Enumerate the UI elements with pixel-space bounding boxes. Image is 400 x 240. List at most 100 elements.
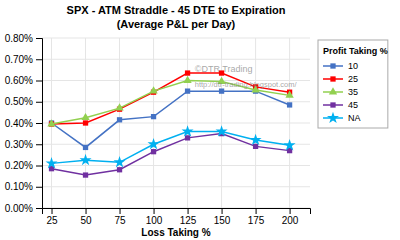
- y-tick: 0.20%: [5, 160, 42, 171]
- annotation: http://dtr-trading.blogspot.com/: [195, 80, 298, 89]
- x-tick-label: 175: [248, 215, 265, 226]
- series-marker: [183, 76, 191, 83]
- legend-label: NA: [348, 113, 361, 123]
- y-tick-label: 0.00%: [5, 203, 33, 214]
- y-tick-mark: [36, 81, 42, 82]
- x-tick-label: 50: [80, 215, 92, 226]
- x-tick-mark: [120, 208, 121, 214]
- y-tick-mark: [36, 166, 42, 167]
- x-tick-mark: [154, 208, 155, 214]
- series-marker: [149, 86, 157, 93]
- series-marker: [83, 120, 88, 125]
- legend-item: 10: [323, 61, 358, 71]
- x-tick-mark: [290, 208, 291, 214]
- y-tick-mark: [36, 144, 42, 145]
- x-tick: 125: [180, 208, 197, 226]
- annotation: ©DTR Trading: [195, 64, 253, 74]
- y-tick: 0.30%: [5, 139, 42, 150]
- series-marker: [114, 156, 126, 167]
- grid-line-y: [42, 165, 310, 166]
- series-marker: [47, 119, 55, 126]
- series-line: [52, 91, 290, 147]
- y-tick-mark: [36, 38, 42, 39]
- series-marker: [287, 102, 292, 107]
- x-tick: 50: [80, 208, 92, 226]
- x-tick-label: 75: [114, 215, 126, 226]
- subtitle: (Average P&L per Day): [117, 18, 236, 30]
- x-tick: 75: [114, 208, 126, 226]
- y-tick-label: 0.30%: [5, 139, 33, 150]
- x-tick: 150: [214, 208, 231, 226]
- series-marker: [115, 103, 123, 110]
- x-tick-mark: [256, 208, 257, 214]
- y-tick-label: 0.50%: [5, 96, 33, 107]
- x-tick-label: 150: [214, 215, 231, 226]
- legend-box: [318, 40, 388, 128]
- y-tick-label: 0.70%: [5, 54, 33, 65]
- legend-item: NA: [323, 112, 361, 123]
- grid: [42, 38, 310, 208]
- series-marker: [284, 139, 296, 150]
- grid-line-y: [42, 38, 310, 39]
- x-tick: 175: [248, 208, 265, 226]
- series-marker: [216, 125, 228, 136]
- legend-item: 45: [323, 100, 358, 110]
- y-tick: 0.60%: [5, 75, 42, 86]
- series-marker: [80, 154, 92, 165]
- series-marker: [151, 149, 156, 154]
- y-tick: 0.70%: [5, 54, 42, 65]
- series-marker: [285, 91, 293, 98]
- y-axis: 0.00% 0.10% 0.20% 0.30% 0.40% 0.50% 0.60% 0.70%…: [5, 33, 43, 214]
- y-tick-label: 0.20%: [5, 160, 33, 171]
- title: SPX - ATM Straddle - 45 DTE to Expiratio…: [67, 4, 286, 16]
- legend-item: 25: [323, 74, 358, 84]
- legend: Profit Taking % 10 25 35 45 NA: [318, 40, 388, 128]
- y-tick-label: 0.60%: [5, 75, 33, 86]
- legend-symbol: [330, 76, 335, 81]
- series-marker: [81, 113, 89, 120]
- series-marker: [250, 134, 262, 145]
- legend-title: Profit Taking %: [323, 46, 388, 56]
- grid-line-y: [42, 59, 310, 60]
- y-tick-mark: [36, 123, 42, 124]
- series-marker: [185, 88, 190, 93]
- y-axis-line: [36, 39, 43, 209]
- y-tick: 0.80%: [5, 33, 42, 44]
- x-axis-title: Loss Taking %: [141, 227, 210, 238]
- legend-label: 25: [348, 74, 358, 84]
- y-tick-label: 0.10%: [5, 181, 33, 192]
- series-line: [52, 134, 290, 175]
- legend-label: 45: [348, 100, 358, 110]
- series-marker: [46, 157, 58, 168]
- series-marker: [117, 167, 122, 172]
- legend-symbol: [330, 63, 335, 68]
- y-tick-label: 0.40%: [5, 118, 33, 129]
- legend-label: 10: [348, 61, 358, 71]
- y-tick-mark: [36, 59, 42, 60]
- series-marker: [185, 70, 190, 75]
- x-tick: 25: [46, 208, 58, 226]
- y-tick-mark: [36, 208, 42, 209]
- x-axis-line: [43, 209, 311, 215]
- chart: 2550751001251501752000.00%0.10%0.20%0.30…: [0, 0, 400, 240]
- y-tick: 0.50%: [5, 96, 42, 107]
- x-tick-mark: [188, 208, 189, 214]
- y-tick-mark: [36, 102, 42, 103]
- x-tick-mark: [222, 208, 223, 214]
- y-tick: 0.10%: [5, 181, 42, 192]
- legend-item: 35: [323, 87, 358, 97]
- series-marker: [182, 125, 194, 136]
- x-tick-label: 25: [46, 215, 58, 226]
- x-tick-mark: [86, 208, 87, 214]
- x-tick-mark: [52, 208, 53, 214]
- series-marker: [253, 144, 258, 149]
- series-marker: [148, 138, 160, 149]
- legend-label: 35: [348, 87, 358, 97]
- series-marker: [83, 172, 88, 177]
- series-marker: [185, 135, 190, 140]
- series-marker: [83, 145, 88, 150]
- grid-line-y: [42, 101, 310, 102]
- x-tick-label: 100: [146, 215, 163, 226]
- y-tick: 0.00%: [5, 203, 42, 214]
- grid-line-y: [42, 186, 310, 187]
